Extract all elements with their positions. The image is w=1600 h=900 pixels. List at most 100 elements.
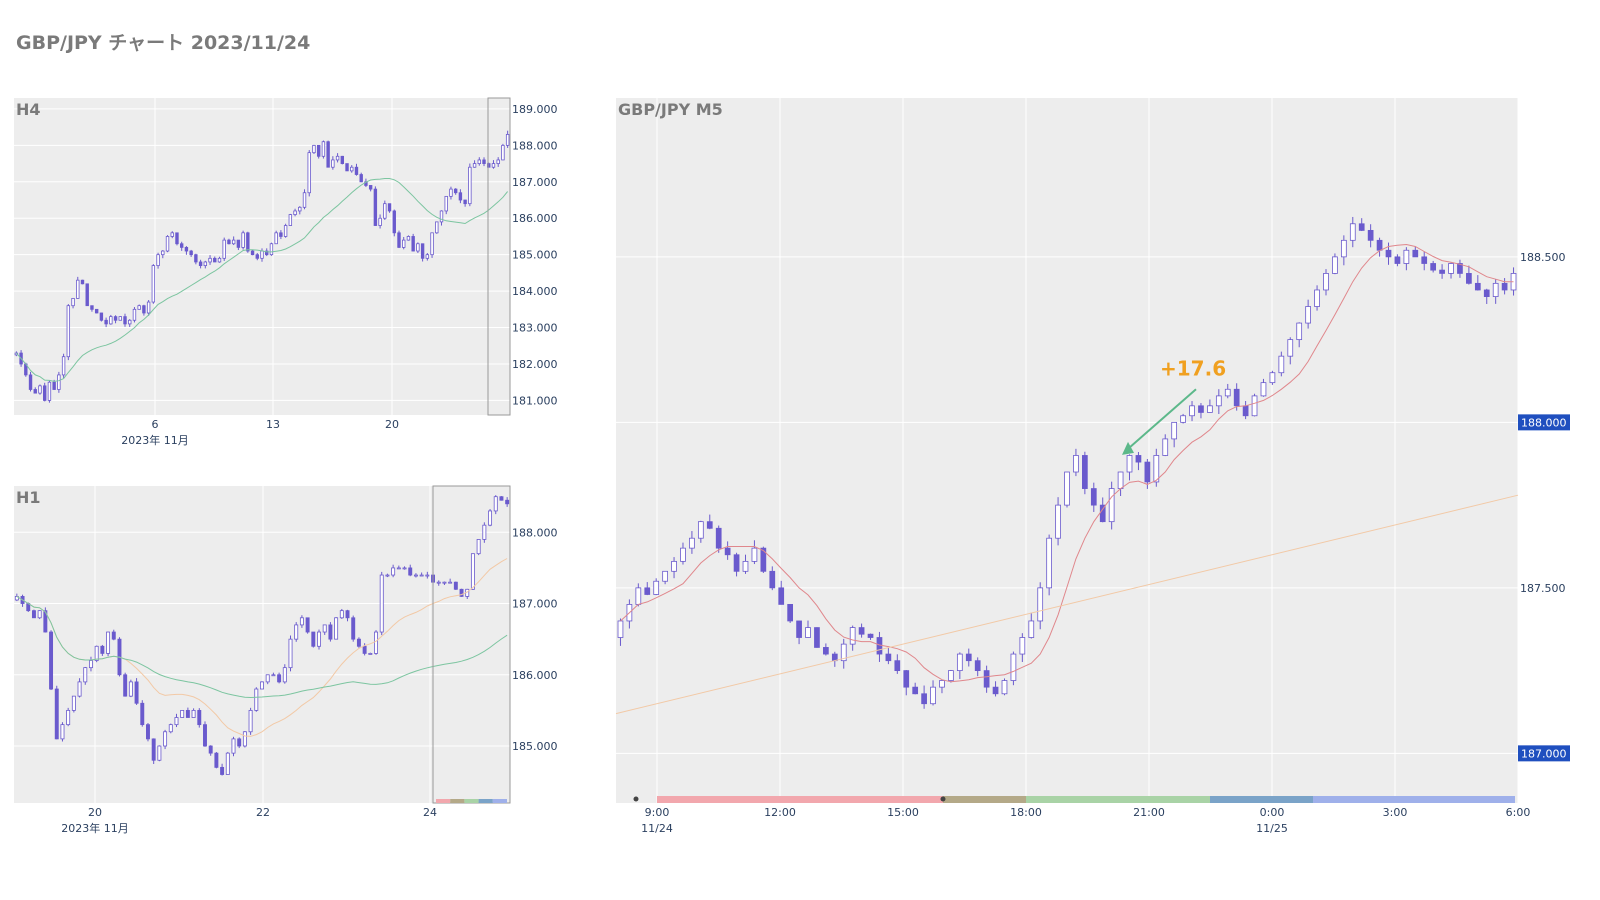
m5-candle-body bbox=[1135, 455, 1142, 463]
m5-candle-body bbox=[1162, 438, 1169, 456]
h1-candle-body bbox=[66, 709, 71, 726]
h1-candle-body bbox=[37, 610, 42, 619]
m5-candle-body bbox=[662, 570, 668, 582]
h1-candle-body bbox=[31, 610, 36, 619]
h1-candle-body bbox=[271, 674, 276, 677]
m5-candle-body bbox=[733, 554, 740, 572]
h1-candle-body bbox=[311, 631, 316, 647]
h4-candle-body bbox=[156, 254, 160, 267]
h4-candle-body bbox=[472, 163, 477, 168]
h4-candle-body bbox=[444, 195, 448, 212]
m5-candle-body bbox=[1171, 421, 1178, 440]
m5-session-marker bbox=[940, 796, 946, 802]
h1-candle-body bbox=[88, 660, 93, 669]
m5-candle-body bbox=[912, 686, 919, 695]
m5-candle-body bbox=[1233, 388, 1240, 407]
h4-candle-body bbox=[250, 250, 255, 256]
m5-candle-body bbox=[805, 627, 811, 638]
m5-candle-body bbox=[644, 587, 651, 595]
h4-x-tick-label: 6 bbox=[152, 418, 159, 431]
m5-candle-body bbox=[760, 547, 767, 572]
m5-trade-arrow-head bbox=[1122, 441, 1134, 455]
h4-candle-body bbox=[283, 225, 288, 237]
m5-candle-body bbox=[1421, 256, 1428, 264]
h4-candle-body bbox=[453, 188, 458, 194]
h4-candle-body bbox=[142, 305, 146, 314]
h1-candle-body bbox=[442, 581, 447, 584]
h1-candle-body bbox=[362, 645, 367, 654]
h4-candle-body bbox=[482, 159, 486, 164]
h1-session-bar bbox=[464, 799, 479, 803]
h1-candle-body bbox=[248, 709, 253, 733]
h4-candle-body bbox=[76, 279, 80, 299]
m5-candle-body bbox=[974, 660, 981, 672]
m5-candle-body bbox=[1055, 504, 1061, 539]
m5-candle-body bbox=[1483, 289, 1490, 297]
m5-candle-body bbox=[1287, 339, 1294, 357]
h4-candle-body bbox=[113, 316, 118, 321]
h4-candle-body bbox=[449, 188, 453, 197]
h1-candle-body bbox=[111, 631, 116, 640]
h1-candle-body bbox=[282, 667, 287, 683]
h1-candle-body bbox=[128, 681, 133, 697]
h1-candle-body bbox=[140, 702, 145, 726]
h4-candle-body bbox=[468, 166, 472, 205]
h4-candle-body bbox=[217, 257, 222, 263]
h1-candle-body bbox=[425, 574, 430, 577]
h4-candle-body bbox=[66, 305, 71, 358]
m5-x-subtick-label: 11/25 bbox=[1256, 822, 1288, 835]
h1-candle-body bbox=[448, 581, 453, 584]
h4-candle-body bbox=[359, 174, 363, 183]
h4-candle-body bbox=[458, 192, 463, 201]
h4-candle-body bbox=[435, 221, 439, 234]
h4-candle-body bbox=[260, 250, 264, 259]
m5-candle-body bbox=[1153, 455, 1160, 483]
m5-candle-body bbox=[1439, 269, 1445, 274]
m5-candle-body bbox=[1457, 263, 1463, 274]
m5-y-tick-label: 188.500 bbox=[1520, 251, 1566, 264]
h1-candle-body bbox=[225, 752, 230, 775]
h1-candle-body bbox=[242, 731, 247, 747]
m5-candle-body bbox=[965, 653, 972, 662]
h4-candle-body bbox=[85, 283, 89, 307]
h1-x-tick-label: 24 bbox=[423, 806, 437, 819]
m5-price-badge bbox=[1518, 745, 1570, 762]
m5-candle-body bbox=[1189, 405, 1195, 417]
m5-candle-body bbox=[680, 547, 686, 562]
m5-candle-body bbox=[1340, 239, 1347, 258]
h4-candle-body bbox=[52, 381, 56, 390]
h4-candle-body bbox=[57, 374, 61, 390]
m5-plot-bg bbox=[616, 98, 1518, 803]
m5-candle-body bbox=[930, 686, 936, 705]
h4-x-subtitle: 2023年 11月 bbox=[121, 433, 189, 447]
h4-candle-body bbox=[80, 279, 85, 285]
m5-candle-body bbox=[814, 627, 820, 648]
h1-candle-body bbox=[54, 688, 59, 740]
h4-candle-body bbox=[387, 203, 392, 212]
h1-candle-body bbox=[277, 674, 282, 683]
m5-candle-body bbox=[1073, 455, 1079, 473]
m5-x-tick-label: 15:00 bbox=[887, 806, 919, 819]
m5-candle-body bbox=[1117, 471, 1124, 489]
h1-candle-body bbox=[317, 631, 321, 647]
m5-candle-body bbox=[1207, 405, 1213, 413]
h1-candle-body bbox=[14, 596, 19, 601]
m5-candle-body bbox=[1126, 455, 1133, 473]
m5-candle-body bbox=[1403, 249, 1410, 264]
h4-candle-body bbox=[104, 319, 108, 325]
h1-candle-body bbox=[254, 688, 259, 711]
h4-candle-body bbox=[170, 232, 174, 237]
h4-candle-body bbox=[279, 232, 283, 237]
h4-candle-body bbox=[165, 236, 170, 252]
m5-candle-body bbox=[885, 653, 892, 662]
m5-candle-body bbox=[831, 653, 838, 662]
m5-candle-body bbox=[1430, 263, 1437, 271]
m5-candle-body bbox=[1001, 680, 1008, 695]
h4-candle-body bbox=[208, 257, 212, 263]
h4-candle-body bbox=[179, 243, 184, 248]
h4-candle-body bbox=[430, 232, 434, 256]
h4-candle-body bbox=[331, 159, 335, 168]
h4-y-tick-label: 186.000 bbox=[512, 212, 558, 225]
m5-candle-body bbox=[1394, 256, 1401, 264]
